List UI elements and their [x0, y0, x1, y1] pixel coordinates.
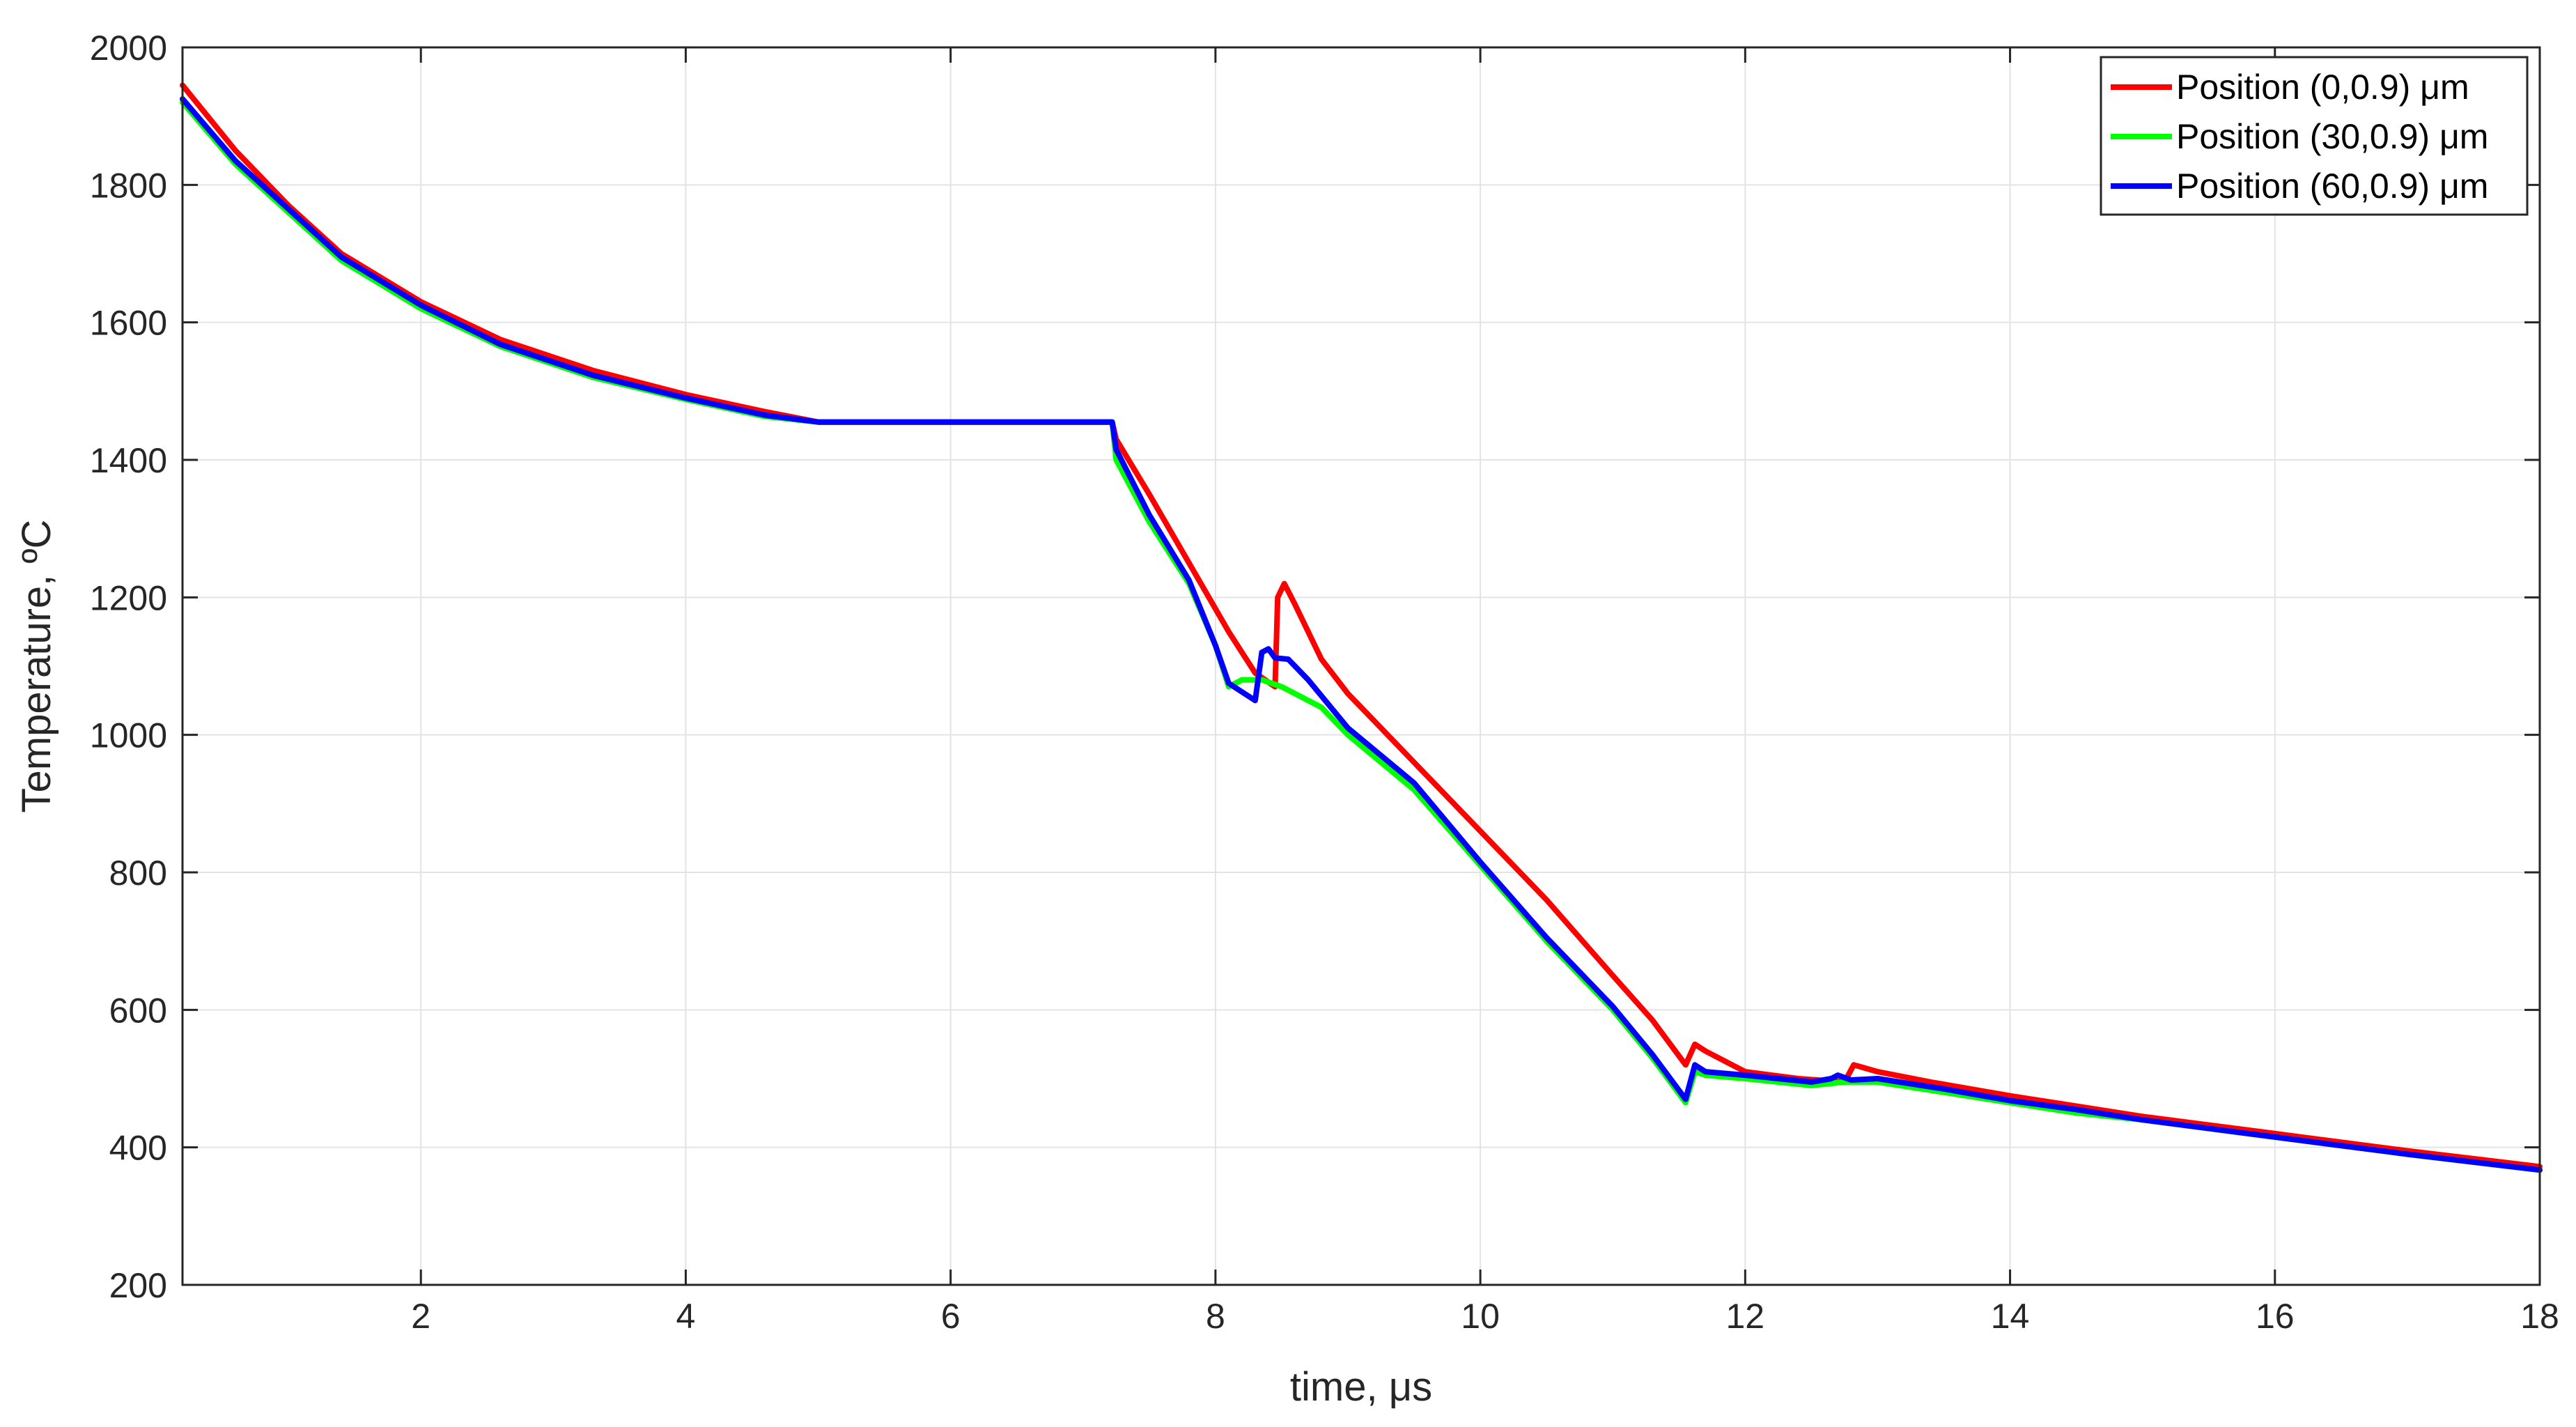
x-tick-label: 12	[1726, 1297, 1765, 1336]
y-tick-label: 1200	[90, 578, 167, 617]
y-tick-label: 800	[109, 854, 167, 893]
y-tick-labels: 200 400 600 800 1000 1200 1400 1600 1800 2000	[90, 29, 167, 1305]
y-tick-label: 600	[109, 991, 167, 1030]
plot-frame	[181, 46, 2541, 1286]
x-tick-label: 18	[2520, 1297, 2559, 1336]
x-tick-label: 4	[676, 1297, 696, 1336]
grid-lines	[183, 47, 2540, 1286]
series-line-0	[180, 82, 2543, 1170]
legend-label-0: Position (0,0.9) μm	[2176, 68, 2469, 107]
legend: Position (0,0.9) μm Position (30,0.9) μm…	[2100, 56, 2529, 216]
x-tick-labels: 2 4 6 8 10 12 14 16 18	[411, 1297, 2559, 1336]
legend-label-2: Position (60,0.9) μm	[2176, 167, 2488, 206]
y-tick-label: 1400	[90, 441, 167, 480]
x-tick-label: 6	[941, 1297, 961, 1336]
axis-ticks	[183, 46, 2541, 1286]
series-group	[180, 82, 2543, 1173]
x-tick-label: 16	[2256, 1297, 2295, 1336]
y-tick-label: 1800	[90, 166, 167, 205]
y-tick-label: 200	[109, 1266, 167, 1305]
x-tick-label: 2	[411, 1297, 430, 1336]
x-tick-label: 14	[1991, 1297, 2030, 1336]
y-axis-label: Temperature, ºC	[14, 520, 59, 813]
x-axis-label: time, μs	[1290, 1364, 1432, 1410]
y-tick-label: 1600	[90, 304, 167, 343]
legend-label-1: Position (30,0.9) μm	[2176, 117, 2488, 156]
y-tick-label: 2000	[90, 29, 167, 68]
x-tick-label: 8	[1206, 1297, 1225, 1336]
x-tick-label: 10	[1461, 1297, 1500, 1336]
series-line-2	[180, 96, 2543, 1173]
plot-area	[183, 47, 2540, 1285]
y-tick-label: 1000	[90, 716, 167, 755]
y-tick-label: 400	[109, 1129, 167, 1168]
